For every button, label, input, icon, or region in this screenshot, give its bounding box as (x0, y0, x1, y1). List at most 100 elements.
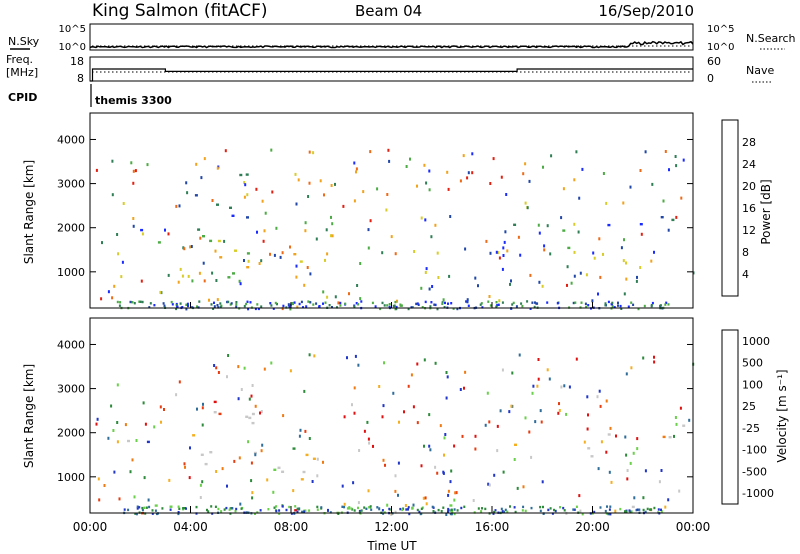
range-gate-cell (270, 148, 273, 152)
range-gate-cell (255, 187, 258, 191)
range-gate-cell (502, 254, 505, 257)
range-gate-cell (682, 158, 685, 162)
range-gate-cell (120, 275, 123, 279)
range-gate-cell (191, 279, 194, 283)
range-gate-cell (541, 480, 544, 484)
range-gate-cell (223, 508, 226, 511)
range-gate-cell (292, 447, 296, 450)
range-gate-cell (367, 246, 370, 250)
y-tick-label: 4000 (57, 338, 85, 351)
range-gate-cell (309, 301, 312, 304)
range-gate-cell (436, 471, 439, 475)
range-gate-cell (573, 274, 576, 278)
range-gate-cell (143, 506, 146, 509)
range-gate-cell (381, 301, 384, 305)
range-gate-cell (449, 512, 452, 516)
range-gate-cell (575, 505, 578, 508)
frequency-label-line2: [MHz] (6, 66, 38, 79)
range-gate-cell (281, 470, 285, 473)
range-gate-cell (524, 162, 527, 166)
range-gate-cell (450, 469, 453, 473)
range-gate-cell (123, 508, 126, 511)
range-gate-cell (299, 260, 303, 263)
range-gate-cell (248, 397, 251, 401)
range-gate-cell (543, 244, 546, 248)
range-gate-cell (226, 484, 228, 488)
range-gate-cell (139, 300, 142, 303)
power-panel: 1000 2000 3000 4000 Slant Range [km] 4 8 12 16… (22, 112, 773, 311)
range-gate-cell (599, 275, 602, 279)
range-gate-cell (270, 361, 273, 365)
range-gate-cell (413, 250, 416, 253)
range-gate-cell (292, 489, 295, 493)
range-gate-cell (628, 509, 631, 512)
range-gate-cell (301, 510, 304, 514)
colorbar-tick-label: 8 (742, 246, 749, 259)
range-gate-cell (305, 453, 309, 457)
range-gate-cell (405, 165, 408, 168)
range-gate-cell (560, 216, 563, 220)
range-gate-cell (118, 304, 121, 307)
range-gate-cell (499, 409, 502, 413)
range-gate-cell (215, 366, 218, 370)
range-gate-cell (631, 505, 635, 509)
range-gate-cell (348, 506, 351, 509)
range-gate-cell (607, 512, 610, 516)
range-gate-cell (151, 509, 154, 512)
range-gate-cell (633, 496, 636, 500)
range-gate-cell (134, 512, 137, 515)
range-gate-cell (383, 304, 386, 307)
range-gate-cell (416, 508, 419, 512)
range-gate-cell (602, 172, 605, 175)
range-gate-cell (316, 457, 319, 461)
range-gate-cell (217, 371, 220, 374)
range-gate-cell (405, 508, 408, 511)
range-gate-cell (489, 251, 492, 255)
range-gate-cell (434, 303, 437, 307)
range-gate-cell (250, 479, 253, 483)
range-gate-cell (144, 422, 147, 426)
range-gate-cell (143, 476, 146, 480)
range-gate-cell (567, 246, 571, 250)
range-gate-cell (239, 502, 242, 506)
range-gate-cell (675, 422, 678, 426)
range-gate-cell (134, 169, 137, 173)
range-gate-cell (394, 300, 397, 304)
range-gate-cell (110, 404, 113, 408)
range-gate-cell (639, 223, 643, 226)
range-gate-cell (502, 470, 505, 474)
range-gate-cell (446, 170, 449, 174)
range-gate-cell (497, 303, 500, 306)
range-gate-cell (289, 369, 292, 373)
colorbar-tick-label: -500 (742, 465, 767, 478)
range-gate-cell (592, 251, 595, 255)
range-gate-cell (100, 297, 103, 301)
range-gate-cell (185, 507, 187, 510)
range-gate-cell (260, 449, 263, 453)
range-gate-cell (353, 411, 356, 415)
range-gate-cell (554, 509, 557, 513)
range-gate-cell (517, 235, 520, 239)
range-gate-cell (504, 508, 507, 512)
range-gate-cell (640, 232, 643, 236)
range-gate-cell (664, 303, 667, 306)
range-gate-cell (659, 304, 662, 307)
range-gate-cell (619, 507, 622, 511)
range-gate-cell (644, 469, 647, 473)
range-gate-cell (308, 150, 311, 154)
range-gate-cell (471, 171, 474, 175)
range-gate-cell (328, 304, 331, 307)
range-gate-cell (130, 161, 133, 165)
range-gate-cell (611, 305, 614, 308)
range-gate-cell (390, 235, 393, 239)
range-gate-cell (320, 506, 323, 509)
range-gate-cell (531, 301, 534, 304)
range-gate-cell (572, 301, 575, 305)
range-gate-cell (309, 272, 312, 276)
range-gate-cell (452, 307, 455, 310)
nave-right-tick-top: 60 (707, 55, 721, 68)
range-gate-cell (508, 410, 511, 414)
range-gate-cell (451, 510, 454, 513)
range-gate-cell (288, 505, 291, 509)
range-gate-cell (546, 301, 549, 304)
